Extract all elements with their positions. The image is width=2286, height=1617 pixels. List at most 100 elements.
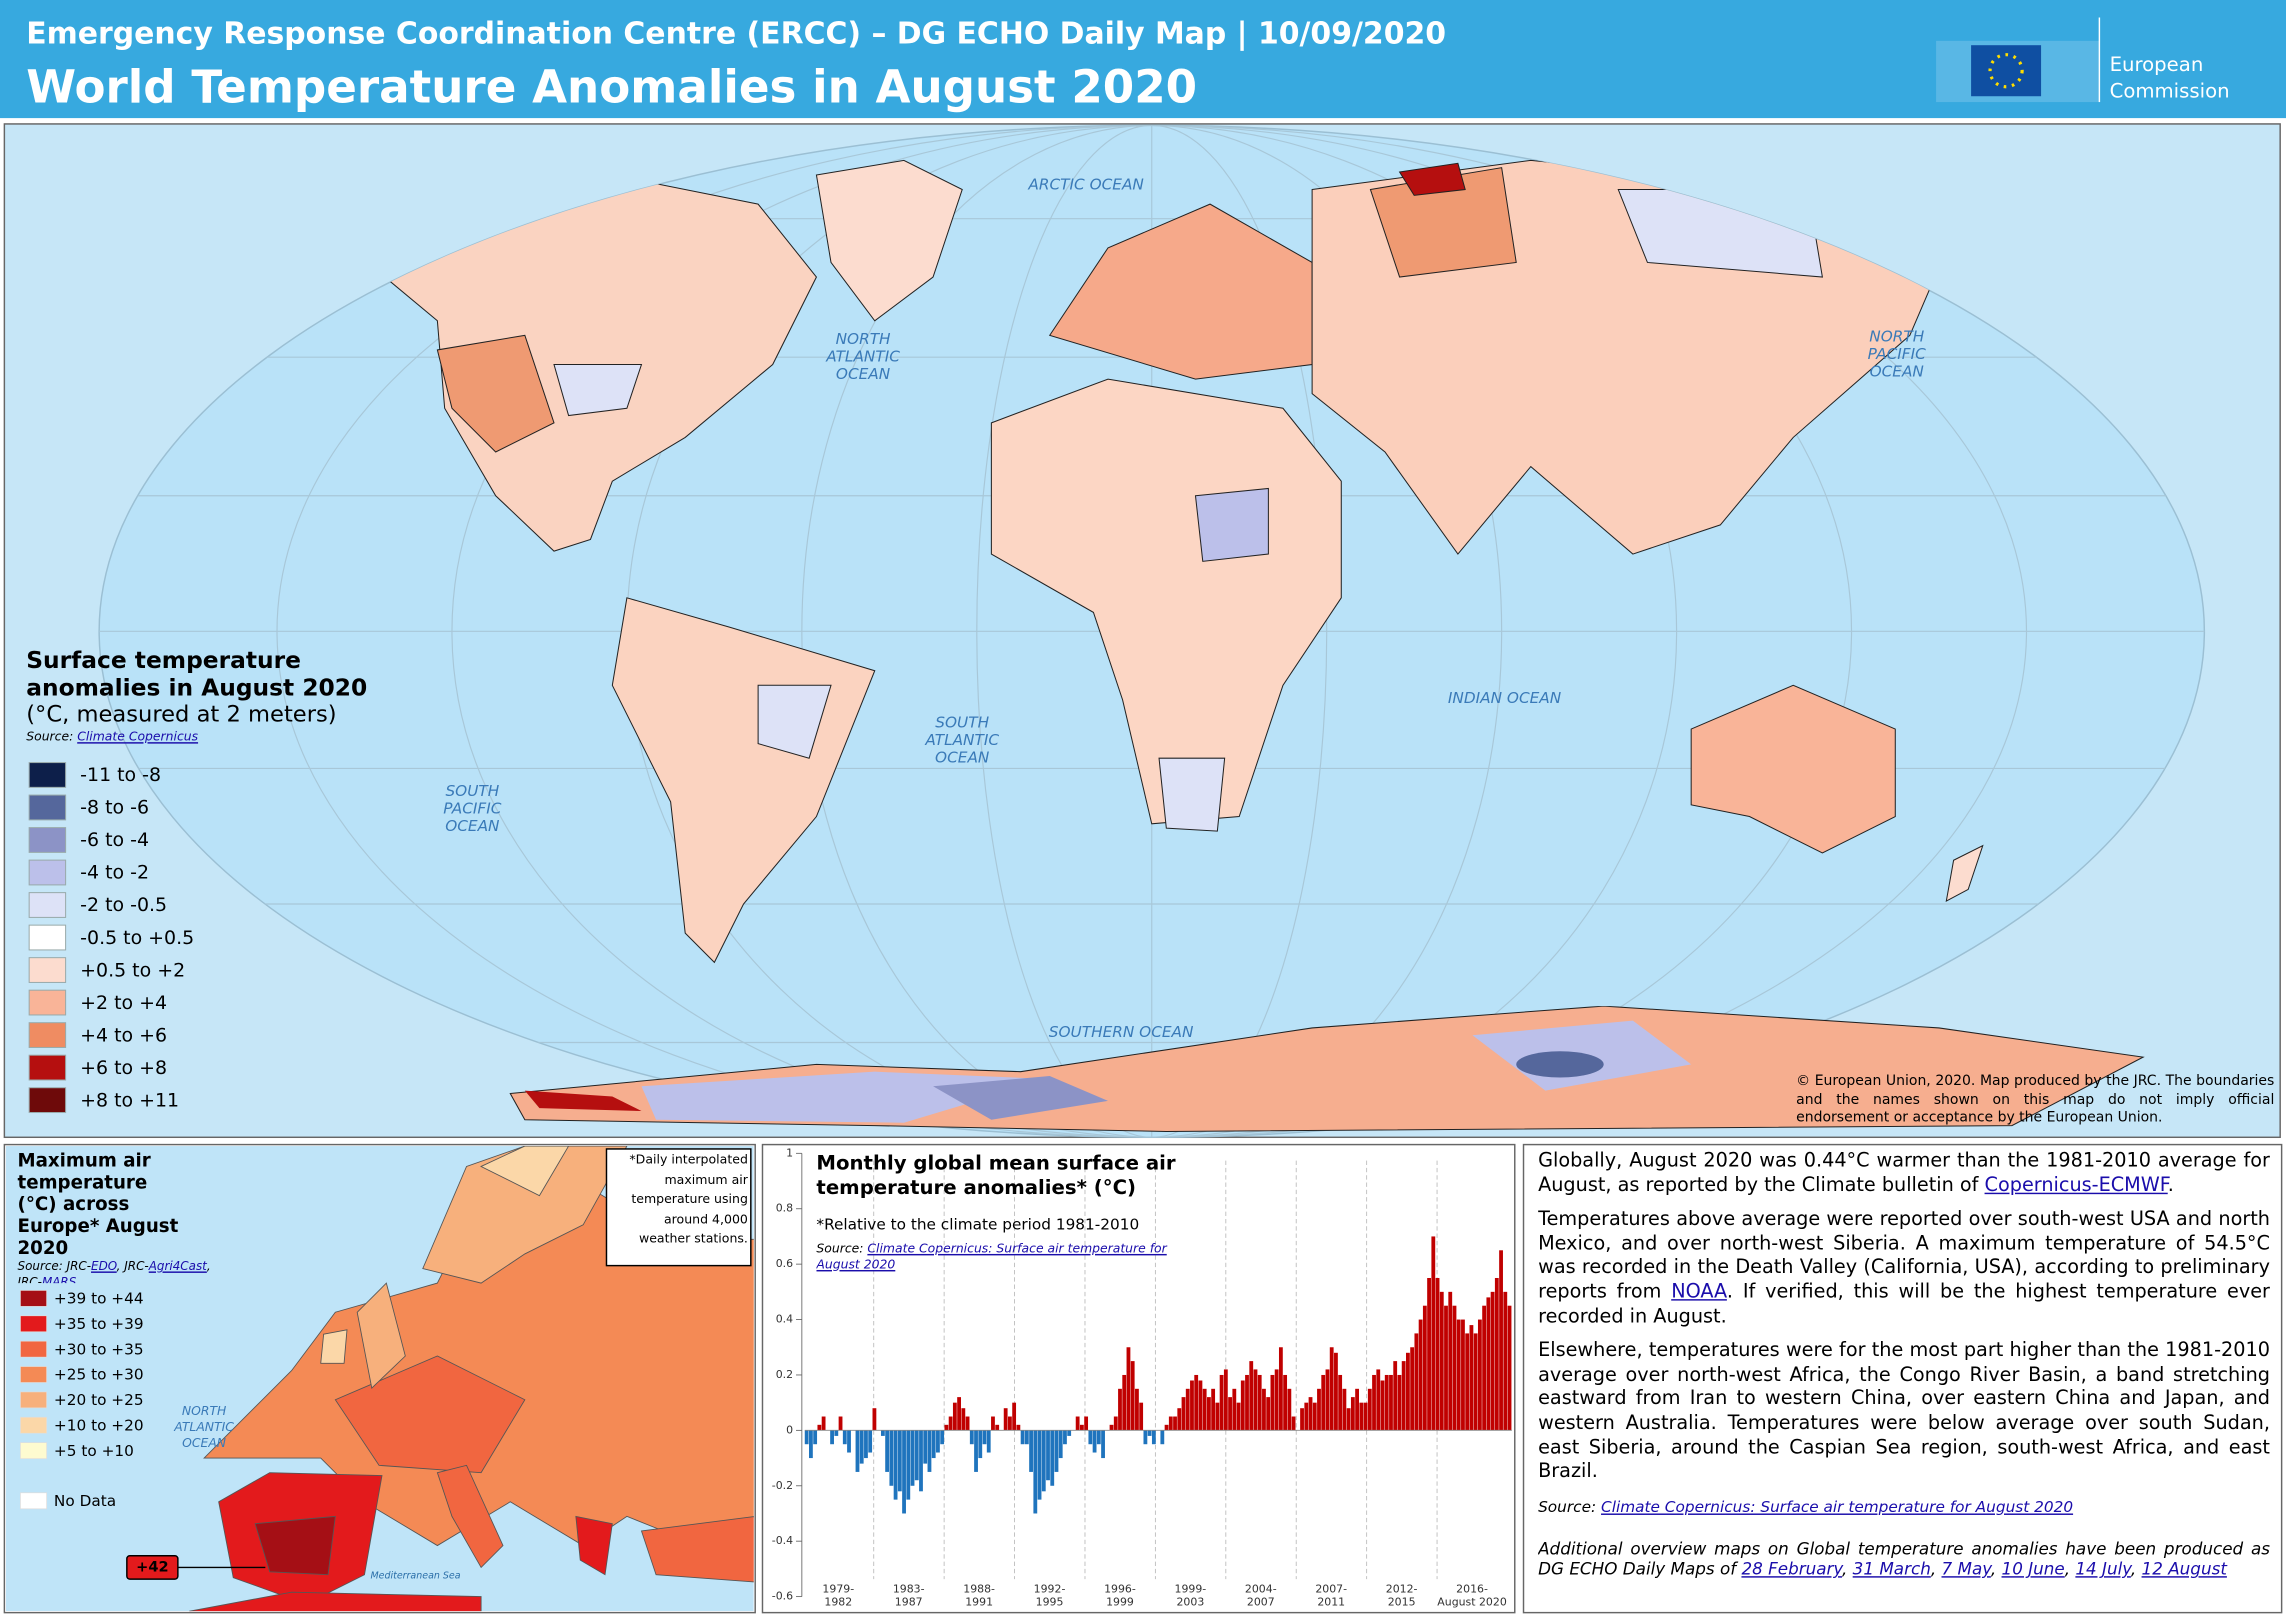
legend-label: +0.5 to +2 — [80, 959, 185, 981]
x-tick-label: 2004- — [1245, 1582, 1277, 1595]
ocean-label: SOUTH — [935, 714, 989, 732]
legend-title: Surface temperature anomalies in August … — [26, 647, 368, 701]
text-run: Source: JRC- — [17, 1258, 92, 1273]
bar — [1067, 1430, 1072, 1436]
link[interactable]: Climate Copernicus: Surface air temperat… — [1601, 1498, 2074, 1516]
link[interactable]: 10 June — [2001, 1559, 2065, 1580]
bar — [1143, 1430, 1148, 1445]
bar — [1194, 1374, 1199, 1431]
bar — [1329, 1347, 1334, 1431]
bar — [1291, 1416, 1296, 1431]
text-run: Source: — [26, 730, 78, 746]
ocean-label: NORTH — [182, 1403, 226, 1418]
x-tick-label: 2012- — [1386, 1582, 1418, 1595]
ocean-label: ATLANTIC — [825, 348, 900, 366]
legend-swatch — [20, 1492, 48, 1510]
bar — [1270, 1374, 1275, 1431]
legend-label: +39 to +44 — [54, 1290, 144, 1308]
legend-swatch — [28, 827, 67, 853]
link[interactable]: Climate Copernicus — [77, 730, 199, 746]
bar — [995, 1424, 1000, 1431]
bar — [1380, 1380, 1385, 1431]
ocean-label: OCEAN — [445, 817, 500, 835]
bar — [1126, 1347, 1131, 1431]
text-run: , — [2064, 1559, 2076, 1580]
bar — [1499, 1250, 1503, 1431]
bar — [1418, 1319, 1423, 1431]
bar — [1338, 1374, 1343, 1431]
bar — [1312, 1402, 1317, 1431]
legend-source: Source: Climate Copernicus — [26, 729, 420, 746]
bar — [1075, 1416, 1080, 1431]
bar — [1147, 1430, 1152, 1436]
legend-swatch — [28, 924, 67, 951]
bar — [1012, 1402, 1017, 1431]
bar — [885, 1430, 890, 1472]
link[interactable]: Copernicus-ECMWF — [1984, 1174, 2168, 1197]
bar — [1461, 1319, 1465, 1431]
legend-swatch — [28, 859, 67, 886]
link[interactable]: 12 August — [2141, 1559, 2227, 1580]
x-tick-label: 1992- — [1034, 1582, 1066, 1595]
bar — [834, 1430, 839, 1436]
bar — [1308, 1397, 1313, 1431]
bar — [1477, 1319, 1482, 1431]
link[interactable]: EDO — [91, 1258, 117, 1273]
chart-source: Source: Climate Copernicus: Surface air … — [816, 1242, 1167, 1273]
bar — [923, 1430, 928, 1464]
link[interactable]: MARS — [41, 1274, 77, 1284]
text-run: Globally, August 2020 was 0.44°C warmer … — [1538, 1150, 2270, 1197]
bar — [1164, 1424, 1169, 1431]
x-tick-label: 1999 — [1106, 1595, 1134, 1608]
bar — [1202, 1388, 1207, 1431]
bar — [817, 1424, 822, 1431]
link[interactable]: Climate Copernicus: Surface air temperat… — [816, 1242, 1167, 1273]
ocean-label: OCEAN — [182, 1435, 226, 1450]
y-tick-label: -0.2 — [772, 1479, 793, 1492]
x-tick-label: 2016- — [1456, 1582, 1488, 1595]
bar — [1287, 1388, 1292, 1431]
legend-label: +10 to +20 — [54, 1416, 144, 1434]
ocean-label: SOUTH — [445, 782, 499, 800]
bar — [1262, 1388, 1266, 1431]
bar — [1389, 1374, 1393, 1431]
x-tick-label: 1979- — [822, 1582, 854, 1595]
link[interactable]: Agri4Cast — [148, 1258, 207, 1273]
ocean-label: OCEAN — [1870, 362, 1925, 380]
bar — [1054, 1430, 1059, 1472]
bar — [1151, 1430, 1156, 1445]
bar — [1452, 1305, 1457, 1431]
bar — [1037, 1430, 1042, 1500]
x-tick-label: 2003 — [1176, 1595, 1204, 1608]
bar — [1113, 1416, 1118, 1431]
paragraph: Temperatures above average were reported… — [1538, 1209, 2270, 1330]
bar — [982, 1430, 987, 1445]
bar — [1384, 1374, 1389, 1431]
x-tick-label: 1995 — [1036, 1595, 1064, 1608]
link[interactable]: 7 May — [1941, 1559, 1991, 1580]
bar — [1456, 1319, 1461, 1431]
ocean-label: ATLANTIC — [924, 731, 999, 749]
bar — [940, 1430, 945, 1445]
legend-label: +5 to +10 — [54, 1442, 134, 1460]
bar — [808, 1430, 813, 1459]
bar — [1422, 1305, 1427, 1431]
link[interactable]: 14 July — [2075, 1559, 2131, 1580]
legend-label: No Data — [54, 1492, 116, 1510]
text-run: . — [2167, 1174, 2174, 1197]
link[interactable]: NOAA — [1671, 1281, 1727, 1304]
legend-swatch — [20, 1391, 48, 1409]
legend-label: -2 to -0.5 — [80, 894, 167, 916]
text-run: Elsewhere, temperatures were for the mos… — [1538, 1340, 2270, 1484]
x-tick-label: 1988- — [963, 1582, 995, 1595]
bar — [1431, 1236, 1436, 1431]
link[interactable]: 28 February — [1741, 1559, 1843, 1580]
legend-swatch — [28, 1087, 67, 1114]
bar — [1427, 1277, 1431, 1431]
link[interactable]: 31 March — [1852, 1559, 1931, 1580]
header-line: Emergency Response Coordination Centre (… — [26, 16, 1446, 51]
x-tick-label: 1983- — [893, 1582, 925, 1595]
legend-label: -6 to -4 — [80, 829, 149, 851]
bar — [1198, 1380, 1203, 1431]
bar — [1342, 1388, 1347, 1431]
